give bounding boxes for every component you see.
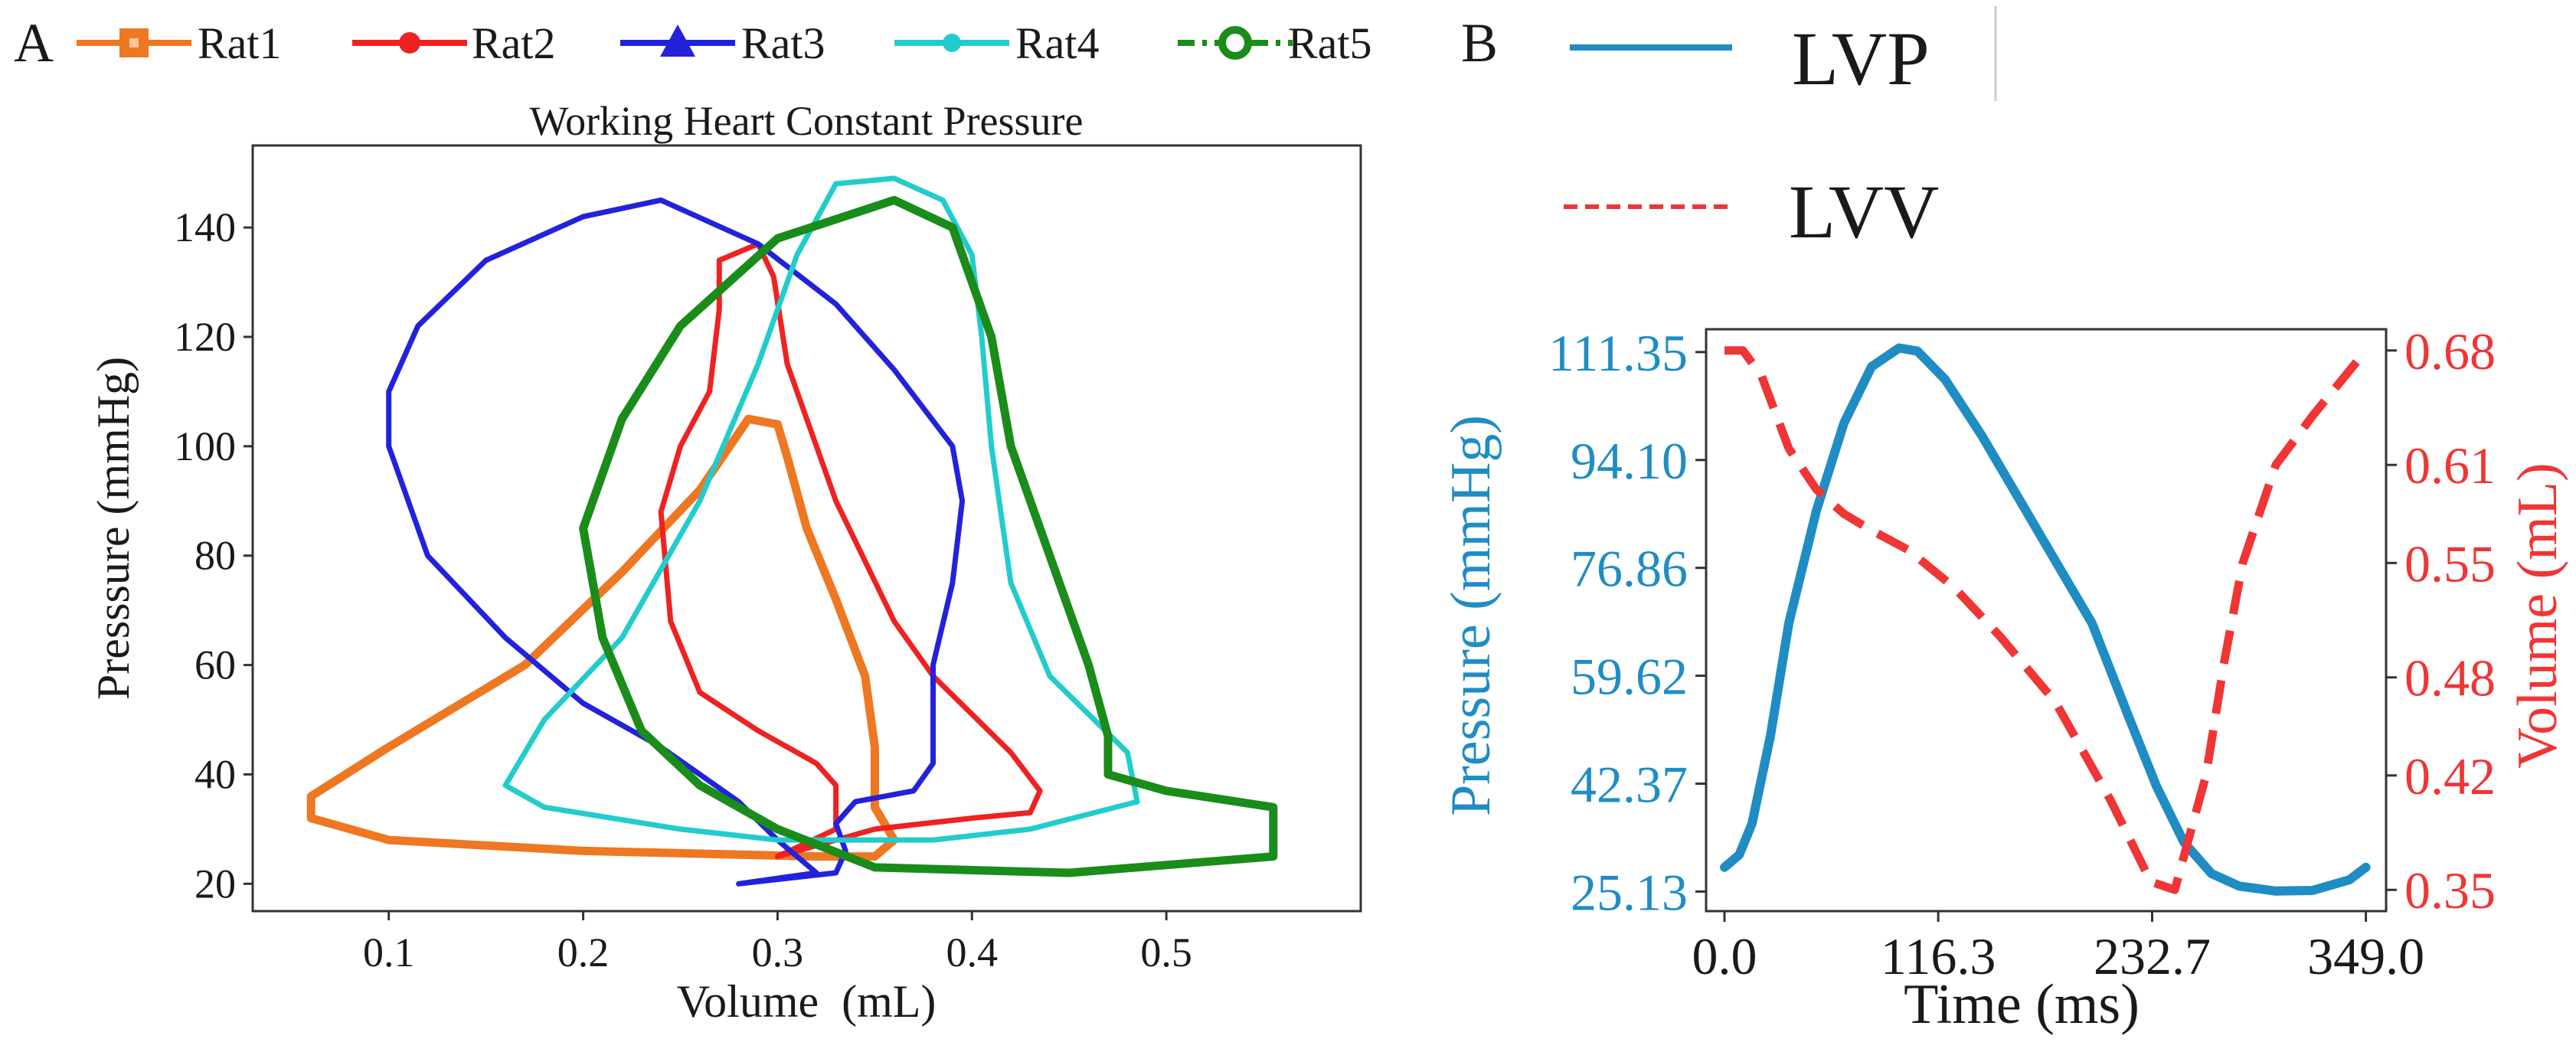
legend-item-rat4: Rat4 [894, 18, 1100, 68]
panel-b-left-y-axis-label: Pressure (mmHg) [1440, 415, 1502, 816]
b-left-y-tick-label: 59.62 [1571, 648, 1688, 706]
b-right-y-tick-label: 0.61 [2404, 436, 2496, 495]
panel-b-plot-frame [1705, 328, 2388, 913]
legend-item-lvv: LVV [1564, 169, 1939, 254]
legend-item-lvp: LVP [1570, 16, 1930, 101]
b-x-tick-label: 232.7 [2094, 927, 2211, 985]
legend-label-rat5: Rat5 [1288, 18, 1372, 68]
panel-b: B LVP LVV 0.0 116.3 232.7 349.0 25.13 42.37 5… [1440, 6, 2569, 1036]
legend-label-rat3: Rat3 [741, 18, 825, 68]
panel-a-plot-frame [251, 144, 1362, 913]
b-right-y-tick-label: 0.42 [2404, 747, 2496, 805]
b-left-y-tick-label: 42.37 [1571, 756, 1688, 814]
legend-item-rat1: Rat1 [77, 18, 282, 68]
panel-a-title: Working Heart Constant Pressure [529, 98, 1083, 144]
legend-label-rat2: Rat2 [472, 18, 556, 68]
panel-b-letter: B [1461, 12, 1498, 74]
legend-marker-rat2 [399, 32, 420, 54]
b-right-y-tick-label: 0.68 [2404, 322, 2496, 381]
series-line-rat5 [579, 195, 1278, 877]
a-y-tick-label: 140 [174, 204, 236, 250]
panel-a-y-axis-label: Presssure (mmHg) [88, 357, 139, 700]
panel-a-series [306, 175, 1278, 887]
a-x-tick-label: 0.2 [557, 929, 610, 975]
a-x-tick-label: 0.3 [752, 929, 804, 975]
legend-label-lvp: LVP [1792, 16, 1930, 101]
legend-label-rat4: Rat4 [1015, 18, 1100, 68]
panel-b-series [1720, 343, 2371, 896]
legend-label-rat1: Rat1 [198, 18, 282, 68]
series-line-rat4 [502, 175, 1140, 843]
b-right-y-tick-label: 0.55 [2404, 534, 2496, 593]
a-y-tick-label: 40 [195, 751, 236, 797]
b-left-y-tick-label: 25.13 [1571, 863, 1688, 921]
panel-a-x-axis-label: Volume (mL) [677, 976, 937, 1027]
legend-label-lvv: LVV [1789, 169, 1939, 254]
panel-b-x-ticks: 0.0 116.3 232.7 349.0 [1692, 911, 2424, 985]
b-left-y-tick-label: 76.86 [1571, 540, 1688, 598]
a-y-tick-label: 120 [174, 314, 236, 360]
b-x-tick-label: 116.3 [1881, 927, 1996, 985]
b-left-y-tick-label: 94.10 [1571, 432, 1688, 490]
legend-marker-rat5 [1218, 26, 1252, 60]
legend-marker-rat1-inner [129, 38, 139, 47]
series-line-rat3 [386, 197, 966, 887]
panel-b-legend: LVP LVV [1564, 16, 1939, 254]
panel-b-right-y-ticks: 0.35 0.42 0.48 0.55 0.61 0.68 [2386, 322, 2496, 920]
panel-b-right-y-axis-label: Volume (mL) [2506, 462, 2569, 768]
a-y-tick-label: 20 [195, 861, 236, 907]
panel-a: A Rat1 Rat2 Rat3 Rat4 [14, 12, 1372, 1027]
a-x-tick-label: 0.1 [363, 929, 415, 975]
a-y-tick-label: 60 [195, 642, 236, 688]
b-x-tick-label: 349.0 [2307, 927, 2424, 985]
panel-a-letter: A [14, 12, 54, 74]
legend-marker-rat3 [660, 25, 695, 57]
legend-item-rat2: Rat2 [352, 18, 556, 68]
b-x-tick-label: 0.0 [1692, 927, 1757, 985]
panel-b-left-y-ticks: 25.13 42.37 59.62 76.86 94.10 111.35 [1548, 324, 1706, 921]
series-line-lvv [1724, 346, 2369, 894]
legend-item-rat5: Rat5 [1178, 18, 1372, 68]
panel-b-x-axis-label: Time (ms) [1904, 973, 2140, 1036]
a-x-tick-label: 0.4 [946, 929, 999, 975]
a-y-tick-label: 80 [195, 533, 236, 579]
legend-marker-rat4 [943, 34, 961, 52]
legend-item-rat3: Rat3 [620, 18, 825, 68]
b-right-y-tick-label: 0.35 [2404, 861, 2496, 920]
a-x-tick-label: 0.5 [1140, 929, 1192, 975]
series-line-lvp [1720, 343, 2371, 896]
panel-a-x-ticks: 0.1 0.2 0.3 0.4 0.5 [363, 911, 1192, 975]
a-y-tick-label: 100 [174, 423, 236, 469]
b-right-y-tick-label: 0.48 [2404, 649, 2496, 707]
b-left-y-tick-label: 111.35 [1548, 324, 1688, 382]
panel-a-legend: Rat1 Rat2 Rat3 Rat4 Rat5 [77, 18, 1372, 68]
panel-a-y-ticks: 20 40 60 80 100 120 140 [174, 204, 253, 907]
